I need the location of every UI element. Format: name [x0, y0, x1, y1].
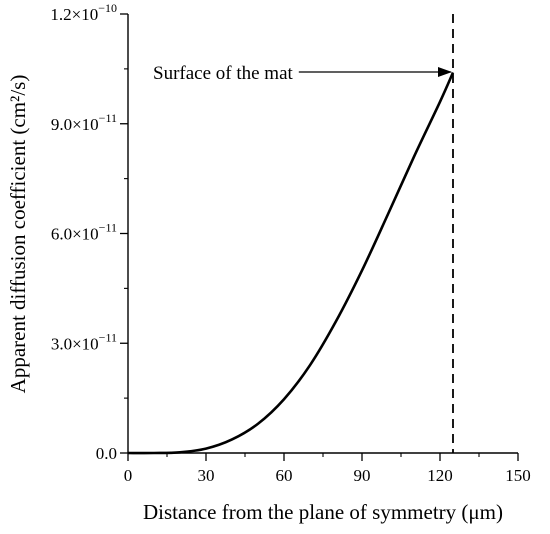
y-tick-label: 9.0×10−11 — [51, 111, 117, 134]
y-tick-label: 0.0 — [96, 444, 117, 463]
x-tick-label: 90 — [354, 466, 371, 485]
x-tick-label: 60 — [276, 466, 293, 485]
x-tick-label: 150 — [505, 466, 531, 485]
x-axis-label: Distance from the plane of symmetry (μm) — [143, 500, 503, 524]
x-tick-label: 0 — [124, 466, 133, 485]
x-tick-label: 120 — [427, 466, 453, 485]
y-tick-label: 1.2×10−10 — [50, 1, 117, 24]
annotation-text: Surface of the mat — [153, 63, 294, 84]
y-axis-label: Apparent diffusion coefficient (cm²/s) — [6, 75, 30, 394]
series-line — [127, 72, 455, 455]
y-tick-label: 6.0×10−11 — [51, 221, 117, 244]
y-tick-label: 3.0×10−11 — [51, 330, 117, 353]
tick-group: 0 30 60 90 120 150 0.0 3.0×10−11 6.0×10−11 9.0×10… — [50, 1, 530, 485]
x-tick-label: 30 — [198, 466, 215, 485]
